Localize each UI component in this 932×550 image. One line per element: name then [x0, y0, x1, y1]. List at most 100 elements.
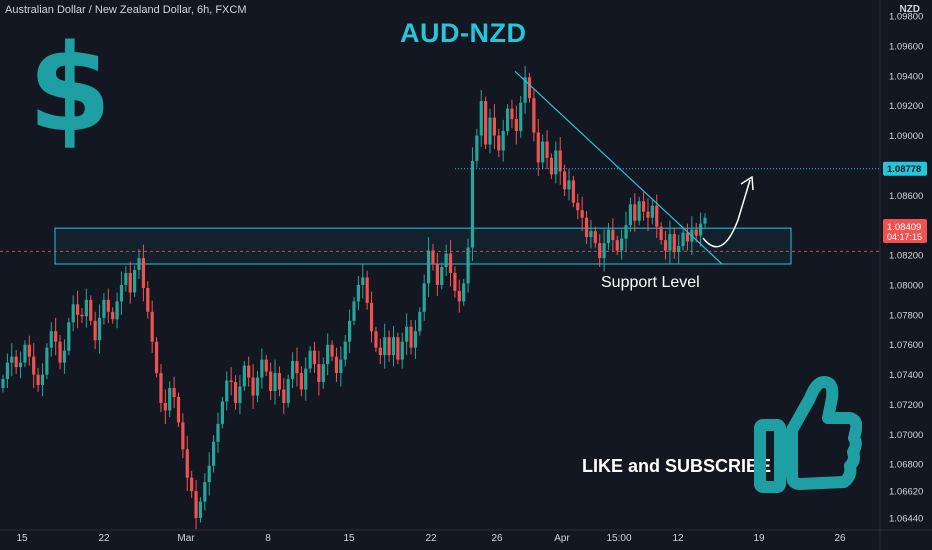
- candle-body: [321, 364, 325, 383]
- candle-body: [549, 157, 554, 175]
- candle-body: [185, 449, 189, 478]
- candle-body: [633, 204, 637, 221]
- candle-body: [133, 269, 137, 293]
- candle-body: [426, 250, 431, 284]
- candle-body: [119, 284, 124, 302]
- candle-body: [97, 317, 102, 341]
- candle-body: [58, 341, 62, 363]
- candle-body: [659, 226, 663, 241]
- candle-body: [93, 320, 97, 341]
- candle-body: [523, 77, 527, 103]
- candle-body: [440, 267, 444, 285]
- candle-body: [418, 311, 422, 332]
- candle-body: [462, 283, 466, 302]
- time-tick-label: 22: [98, 533, 110, 544]
- price-tick-label: 1.09600: [889, 41, 923, 52]
- candle-body: [484, 101, 488, 145]
- projection-arrowhead-icon: [740, 175, 754, 191]
- candle-body: [369, 302, 374, 332]
- candle-body: [49, 331, 53, 348]
- candle-body: [18, 362, 23, 368]
- candle-body: [343, 341, 347, 360]
- candle-body: [172, 388, 176, 397]
- candle-body: [54, 331, 58, 342]
- candle-body: [677, 246, 681, 253]
- candle-body: [251, 377, 255, 396]
- price-tick-label: 1.08000: [889, 280, 923, 291]
- last-price-label: 1.08409: [887, 222, 921, 233]
- candle-body: [102, 299, 106, 318]
- candle-body: [694, 229, 698, 236]
- candle-body: [413, 331, 418, 348]
- candle-body: [45, 347, 49, 375]
- candle-body: [378, 347, 382, 356]
- candle-body: [453, 272, 457, 291]
- support-zone: [54, 227, 792, 265]
- candle-body: [435, 264, 439, 285]
- candle-body: [431, 250, 435, 265]
- candle-body: [497, 135, 501, 151]
- candle-body: [295, 361, 299, 374]
- candle-body: [541, 141, 545, 163]
- candle-body: [685, 232, 690, 242]
- candle-body: [637, 201, 641, 221]
- candle-body: [62, 350, 67, 363]
- candle-body: [312, 350, 317, 365]
- candle-body: [14, 356, 18, 368]
- price-tick-label: 1.06620: [889, 487, 923, 498]
- candle-body: [571, 180, 575, 203]
- candle-body: [655, 205, 659, 227]
- candle-body: [488, 117, 492, 145]
- candle-body: [584, 217, 589, 238]
- candle-body: [106, 299, 110, 312]
- candle-body: [334, 356, 339, 374]
- candle-body: [405, 326, 409, 342]
- time-tick-label: 15: [343, 533, 355, 544]
- candle-body: [282, 389, 286, 403]
- dollar-sign-icon: $: [28, 20, 112, 159]
- candle-body: [264, 359, 268, 372]
- candle-body: [326, 344, 330, 365]
- price-tick-label: 1.08200: [889, 251, 923, 262]
- candle-body: [220, 401, 224, 424]
- candle-body: [563, 171, 567, 190]
- candle-body: [422, 283, 426, 312]
- thumbs-up-icon: [754, 376, 862, 493]
- time-tick-label: Mar: [177, 533, 195, 544]
- candle-body: [466, 247, 470, 284]
- candle-body: [699, 223, 703, 236]
- time-tick-label: 26: [834, 533, 846, 544]
- candle-body: [150, 311, 154, 342]
- candle-body: [703, 217, 707, 224]
- candle-body: [470, 160, 475, 248]
- candle-body: [672, 234, 676, 253]
- candle-body: [168, 388, 172, 411]
- candle-body: [238, 386, 242, 403]
- candle-body: [225, 380, 229, 402]
- candle-body: [532, 98, 536, 133]
- candle-body: [137, 258, 141, 270]
- candle-body: [40, 374, 45, 386]
- candle-body: [589, 231, 593, 238]
- candle-body: [448, 253, 453, 273]
- candle-body: [273, 373, 277, 392]
- candle-body: [580, 210, 584, 218]
- candle-body: [317, 364, 321, 383]
- candle-body: [598, 243, 602, 259]
- candle-body: [348, 320, 352, 342]
- candle-body: [576, 202, 580, 211]
- candle-body: [501, 131, 505, 151]
- last-price-badge: [883, 219, 927, 243]
- candle-body: [124, 272, 128, 285]
- candle-body: [352, 301, 356, 321]
- candle-body: [374, 331, 378, 348]
- price-tick-label: 1.06800: [889, 460, 923, 471]
- candle-body: [567, 180, 571, 190]
- candle-body: [641, 201, 646, 212]
- candle-body: [207, 465, 211, 483]
- candle-body: [646, 211, 650, 218]
- time-tick-label: 19: [753, 533, 765, 544]
- candle-body: [554, 150, 558, 175]
- candle-body: [457, 290, 461, 302]
